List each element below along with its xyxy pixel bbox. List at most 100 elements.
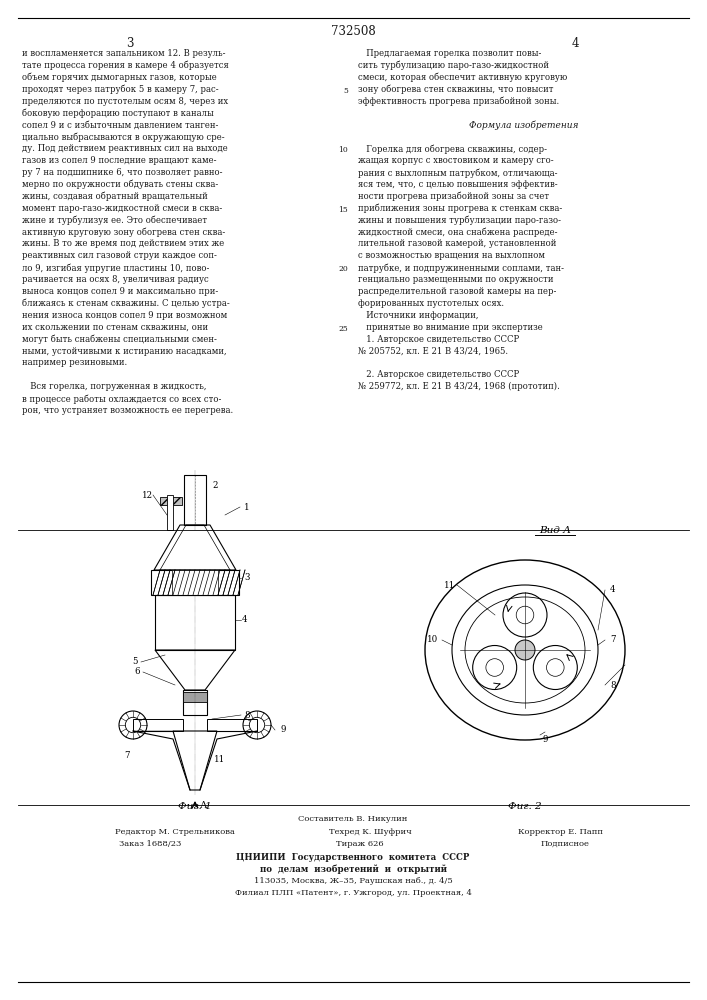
Text: смеси, которая обеспечит активную круговую: смеси, которая обеспечит активную кругов… xyxy=(358,73,567,82)
Bar xyxy=(183,690,207,715)
Text: Предлагаемая горелка позволит повы-: Предлагаемая горелка позволит повы- xyxy=(358,49,542,58)
Text: циально выбрасываются в окружающую сре-: циально выбрасываются в окружающую сре- xyxy=(22,132,225,142)
Text: генциально размещенными по окружности: генциально размещенными по окружности xyxy=(358,275,554,284)
Text: жине и турбулизуя ее. Это обеспечивает: жине и турбулизуя ее. Это обеспечивает xyxy=(22,216,207,225)
Bar xyxy=(207,719,257,731)
Text: 11: 11 xyxy=(445,580,455,589)
Text: 1: 1 xyxy=(244,502,250,512)
Text: выноса концов сопел 9 и максимально при-: выноса концов сопел 9 и максимально при- xyxy=(22,287,218,296)
Text: 10: 10 xyxy=(338,146,348,154)
Circle shape xyxy=(515,640,535,660)
Text: могут быть снабжены специальными смен-: могут быть снабжены специальными смен- xyxy=(22,335,217,344)
Text: в процессе работы охлаждается со всех сто-: в процессе работы охлаждается со всех ст… xyxy=(22,394,221,404)
Text: 2. Авторское свидетельство СССР: 2. Авторское свидетельство СССР xyxy=(358,370,519,379)
Text: газов из сопел 9 последние вращают каме-: газов из сопел 9 последние вращают каме- xyxy=(22,156,216,165)
Text: Техред К. Шуфрич: Техред К. Шуфрич xyxy=(329,828,411,836)
Text: приближения зоны прогрева к стенкам сква-: приближения зоны прогрева к стенкам сква… xyxy=(358,204,562,213)
Text: 3: 3 xyxy=(127,37,134,50)
Text: распределительной газовой камеры на пер-: распределительной газовой камеры на пер- xyxy=(358,287,556,296)
Text: 4: 4 xyxy=(571,37,579,50)
Text: сить турбулизацию паро-газо-жидкостной: сить турбулизацию паро-газо-жидкостной xyxy=(358,61,549,70)
Text: 9: 9 xyxy=(542,736,548,744)
Text: 1. Авторское свидетельство СССР: 1. Авторское свидетельство СССР xyxy=(358,335,519,344)
Text: 9: 9 xyxy=(280,726,286,734)
Text: 8: 8 xyxy=(610,680,616,690)
Text: рон, что устраняет возможность ее перегрева.: рон, что устраняет возможность ее перегр… xyxy=(22,406,233,415)
Text: момент паро-газо-жидкостной смеси в сква-: момент паро-газо-жидкостной смеси в сква… xyxy=(22,204,222,213)
Text: Фиг. 2: Фиг. 2 xyxy=(508,802,542,811)
Text: 25: 25 xyxy=(338,325,348,333)
Text: лительной газовой камерой, установленной: лительной газовой камерой, установленной xyxy=(358,239,556,248)
Text: 4: 4 xyxy=(610,585,616,594)
Text: Горелка для обогрева скважины, содер-: Горелка для обогрева скважины, содер- xyxy=(358,144,547,154)
Text: 12: 12 xyxy=(141,490,153,499)
Text: и воспламеняется запальником 12. В резуль-: и воспламеняется запальником 12. В резул… xyxy=(22,49,226,58)
Text: тате процесса горения в камере 4 образуется: тате процесса горения в камере 4 образуе… xyxy=(22,61,229,70)
Text: 5: 5 xyxy=(343,87,348,95)
Text: 3: 3 xyxy=(245,574,250,582)
Text: жины и повышения турбулизации паро-газо-: жины и повышения турбулизации паро-газо- xyxy=(358,216,561,225)
Text: форированных пустотелых осях.: форированных пустотелых осях. xyxy=(358,299,504,308)
Bar xyxy=(183,692,207,702)
Text: 15: 15 xyxy=(338,206,348,214)
Text: Тираж 626: Тираж 626 xyxy=(337,840,384,848)
Text: жащая корпус с хвостовиком и камеру сго-: жащая корпус с хвостовиком и камеру сго- xyxy=(358,156,554,165)
Text: Составитель В. Никулин: Составитель В. Никулин xyxy=(298,815,408,823)
Text: Корректор Е. Папп: Корректор Е. Папп xyxy=(518,828,602,836)
Text: жины. В то же время под действием этих же: жины. В то же время под действием этих ж… xyxy=(22,239,224,248)
Text: сопел 9 и с избыточным давлением танген-: сопел 9 и с избыточным давлением танген- xyxy=(22,120,218,129)
Bar xyxy=(155,595,235,650)
Text: пределяются по пустотелым осям 8, через их: пределяются по пустотелым осям 8, через … xyxy=(22,97,228,106)
Text: Источники информации,: Источники информации, xyxy=(358,311,479,320)
Text: проходят через патрубок 5 в камеру 7, рас-: проходят через патрубок 5 в камеру 7, ра… xyxy=(22,85,218,94)
Text: эффективность прогрева призабойной зоны.: эффективность прогрева призабойной зоны. xyxy=(358,97,559,106)
Text: Филиал ПЛП «Патент», г. Ужгород, ул. Проектная, 4: Филиал ПЛП «Патент», г. Ужгород, ул. Про… xyxy=(235,889,472,897)
Text: по  делам  изобретений  и  открытий: по делам изобретений и открытий xyxy=(259,865,447,874)
Text: 4: 4 xyxy=(243,615,247,624)
Bar xyxy=(160,497,182,505)
Text: 7: 7 xyxy=(610,636,616,645)
Text: зону обогрева стен скважины, что повысит: зону обогрева стен скважины, что повысит xyxy=(358,85,554,94)
Text: ру 7 на подшипнике 6, что позволяет равно-: ру 7 на подшипнике 6, что позволяет равн… xyxy=(22,168,223,177)
Text: 10: 10 xyxy=(427,636,438,645)
Text: мерно по окружности обдувать стены сква-: мерно по окружности обдувать стены сква- xyxy=(22,180,218,189)
Bar xyxy=(167,495,173,530)
Text: жидкостной смеси, она снабжена распреде-: жидкостной смеси, она снабжена распреде- xyxy=(358,228,558,237)
Text: Формула изобретения: Формула изобретения xyxy=(469,120,578,130)
Text: Фиг. 1: Фиг. 1 xyxy=(178,802,212,811)
Text: объем горячих дымогарных газов, которые: объем горячих дымогарных газов, которые xyxy=(22,73,217,82)
Text: Заказ 1688/23: Заказ 1688/23 xyxy=(119,840,181,848)
Bar xyxy=(133,719,183,731)
Text: ближаясь к стенам скважины. С целью устра-: ближаясь к стенам скважины. С целью устр… xyxy=(22,299,230,308)
Text: ными, устойчивыми к истиранию насадками,: ными, устойчивыми к истиранию насадками, xyxy=(22,347,227,356)
Text: 8: 8 xyxy=(244,710,250,720)
Text: 5: 5 xyxy=(132,658,138,666)
Text: например резиновыми.: например резиновыми. xyxy=(22,358,127,367)
Text: жины, создавая обратный вращательный: жины, создавая обратный вращательный xyxy=(22,192,208,201)
Text: нения износа концов сопел 9 при возможном: нения износа концов сопел 9 при возможно… xyxy=(22,311,227,320)
Text: 11: 11 xyxy=(214,756,226,764)
Text: реактивных сил газовой струи каждое соп-: реактивных сил газовой струи каждое соп- xyxy=(22,251,217,260)
Text: Вся горелка, погруженная в жидкость,: Вся горелка, погруженная в жидкость, xyxy=(22,382,206,391)
Text: № 205752, кл. Е 21 В 43/24, 1965.: № 205752, кл. Е 21 В 43/24, 1965. xyxy=(358,347,508,356)
Text: 20: 20 xyxy=(338,265,348,273)
Text: Вид А: Вид А xyxy=(539,526,571,535)
Text: № 259772, кл. Е 21 В 43/24, 1968 (прототип).: № 259772, кл. Е 21 В 43/24, 1968 (протот… xyxy=(358,382,560,391)
Text: ду. Под действием реактивных сил на выходе: ду. Под действием реактивных сил на выхо… xyxy=(22,144,228,153)
Text: 6: 6 xyxy=(134,668,140,676)
Text: Подписное: Подписное xyxy=(541,840,590,848)
Text: ЦНИИПИ  Государственного  комитета  СССР: ЦНИИПИ Государственного комитета СССР xyxy=(236,853,469,862)
Text: ности прогрева призабойной зоны за счет: ности прогрева призабойной зоны за счет xyxy=(358,192,549,201)
Text: ло 9, изгибая упругие пластины 10, пово-: ло 9, изгибая упругие пластины 10, пово- xyxy=(22,263,209,273)
Bar xyxy=(151,570,239,595)
Text: патрубке, и подпружиненными соплами, тан-: патрубке, и подпружиненными соплами, тан… xyxy=(358,263,564,273)
Text: 7: 7 xyxy=(124,750,130,760)
Text: рания с выхлопным патрубком, отличающа-: рания с выхлопным патрубком, отличающа- xyxy=(358,168,558,178)
Text: с возможностью вращения на выхлопном: с возможностью вращения на выхлопном xyxy=(358,251,545,260)
Bar xyxy=(184,475,206,525)
Text: их скольжении по стенам скважины, они: их скольжении по стенам скважины, они xyxy=(22,323,208,332)
Text: А: А xyxy=(200,800,207,810)
Text: активную круговую зону обогрева стен сква-: активную круговую зону обогрева стен скв… xyxy=(22,228,226,237)
Text: боковую перфорацию поступают в каналы: боковую перфорацию поступают в каналы xyxy=(22,108,214,118)
Text: яся тем, что, с целью повышения эффектив-: яся тем, что, с целью повышения эффектив… xyxy=(358,180,558,189)
